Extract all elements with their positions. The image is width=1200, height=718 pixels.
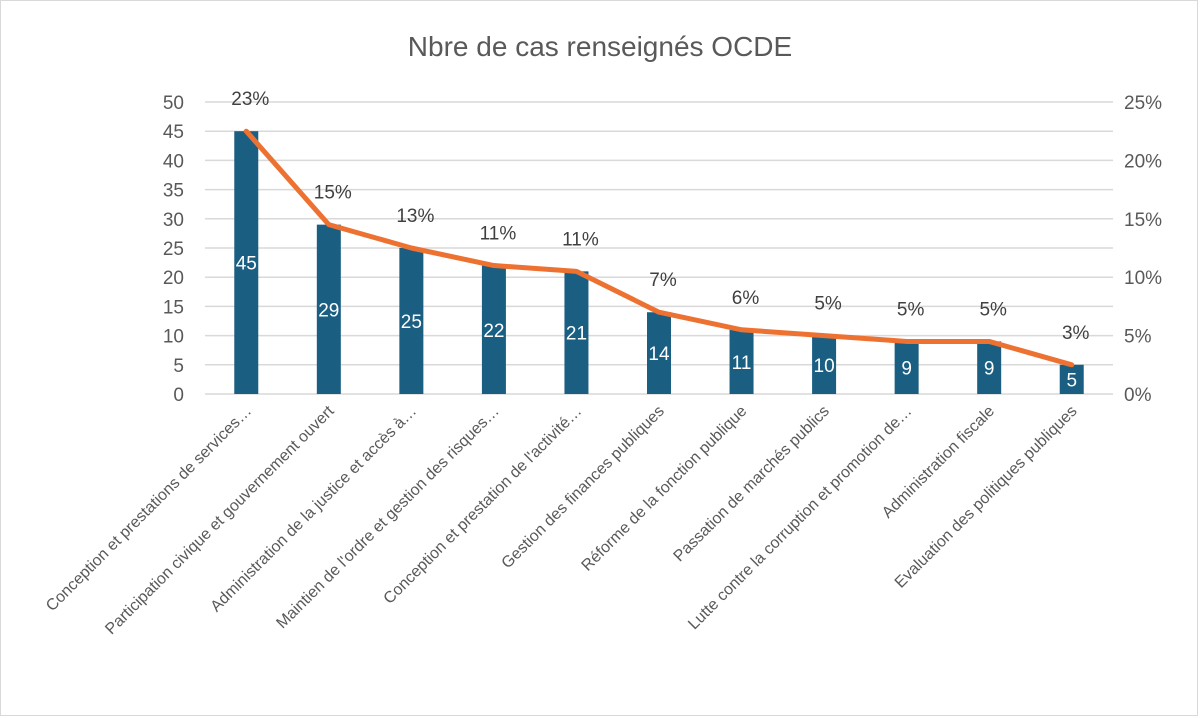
category-label: Gestion des finances publiques [499,403,668,572]
chart-title: Nbre de cas renseignés OCDE [408,31,792,62]
left-axis-ticks: 0 5 10 15 20 25 30 35 40 45 50 [163,93,184,406]
y-tick-label: 50 [163,93,184,114]
y-tick-label: 10 [163,327,184,348]
percent-value-label: 7% [649,270,677,291]
y-tick-label: 35 [163,181,184,202]
category-label: Passation de marchés publics [671,403,833,565]
percent-value-label: 23% [231,89,269,110]
right-axis-ticks: 0% 5% 10% 15% 20% 25% [1124,93,1162,406]
y2-tick-label: 0% [1124,385,1152,406]
y2-tick-label: 10% [1124,268,1162,289]
bar [316,224,341,394]
y-tick-label: 25 [163,239,184,260]
bar-value-label: 29 [318,300,339,321]
y2-tick-label: 25% [1124,93,1162,114]
category-labels: Conception et prestations de services…Pa… [43,402,1080,638]
percent-value-label: 5% [897,299,925,320]
bar [1059,364,1084,394]
percent-value-label: 11% [480,224,517,245]
bar-labels: 45 29 25 22 21 14 11 10 9 9 5 [236,254,1077,392]
bar-value-label: 14 [648,344,670,365]
percent-value-label: 13% [396,206,434,227]
bar [564,271,589,394]
percent-value-label: 5% [979,299,1007,320]
y2-tick-label: 15% [1124,210,1162,231]
percent-value-label: 6% [732,288,760,309]
bar [399,248,424,394]
percent-value-label: 11% [562,229,599,250]
gridlines [205,101,1113,395]
y2-tick-label: 20% [1124,151,1162,172]
bar-value-label: 45 [236,254,257,275]
y-tick-label: 0 [173,385,184,406]
percent-line-path [243,128,1075,368]
bar [729,329,754,394]
y-tick-label: 20 [163,268,184,289]
bar-value-label: 9 [984,359,995,380]
bar-value-label: 21 [566,324,587,345]
bar-value-label: 10 [814,356,835,377]
percent-labels: 23% 15% 13% 11% 11% 7% 6% 5% 5% 5% 3% [231,89,1089,344]
bar-value-label: 5 [1066,370,1077,391]
category-label: Evaluation des politiques publiques [892,403,1081,592]
percent-value-label: 3% [1062,323,1090,344]
bars [234,131,1084,394]
bar-value-label: 9 [901,359,912,380]
category-label: Réforme de la fonction publique [579,403,751,575]
y-tick-label: 45 [163,122,184,143]
y-tick-label: 15 [163,297,184,318]
bar [647,312,671,394]
bar [894,341,919,394]
bar [977,341,1002,394]
bar [234,131,259,394]
y2-tick-label: 5% [1124,327,1152,348]
percent-value-label: 5% [814,294,842,315]
percent-value-label: 15% [314,183,352,204]
bar [481,265,506,394]
bar-value-label: 11 [732,353,752,374]
y-tick-label: 5 [173,356,184,377]
bar [812,335,837,394]
bar-value-label: 25 [401,312,422,333]
y-tick-label: 30 [163,210,184,231]
percent-line [243,128,1075,368]
bar-value-label: 22 [483,321,504,342]
y-tick-label: 40 [163,151,184,172]
